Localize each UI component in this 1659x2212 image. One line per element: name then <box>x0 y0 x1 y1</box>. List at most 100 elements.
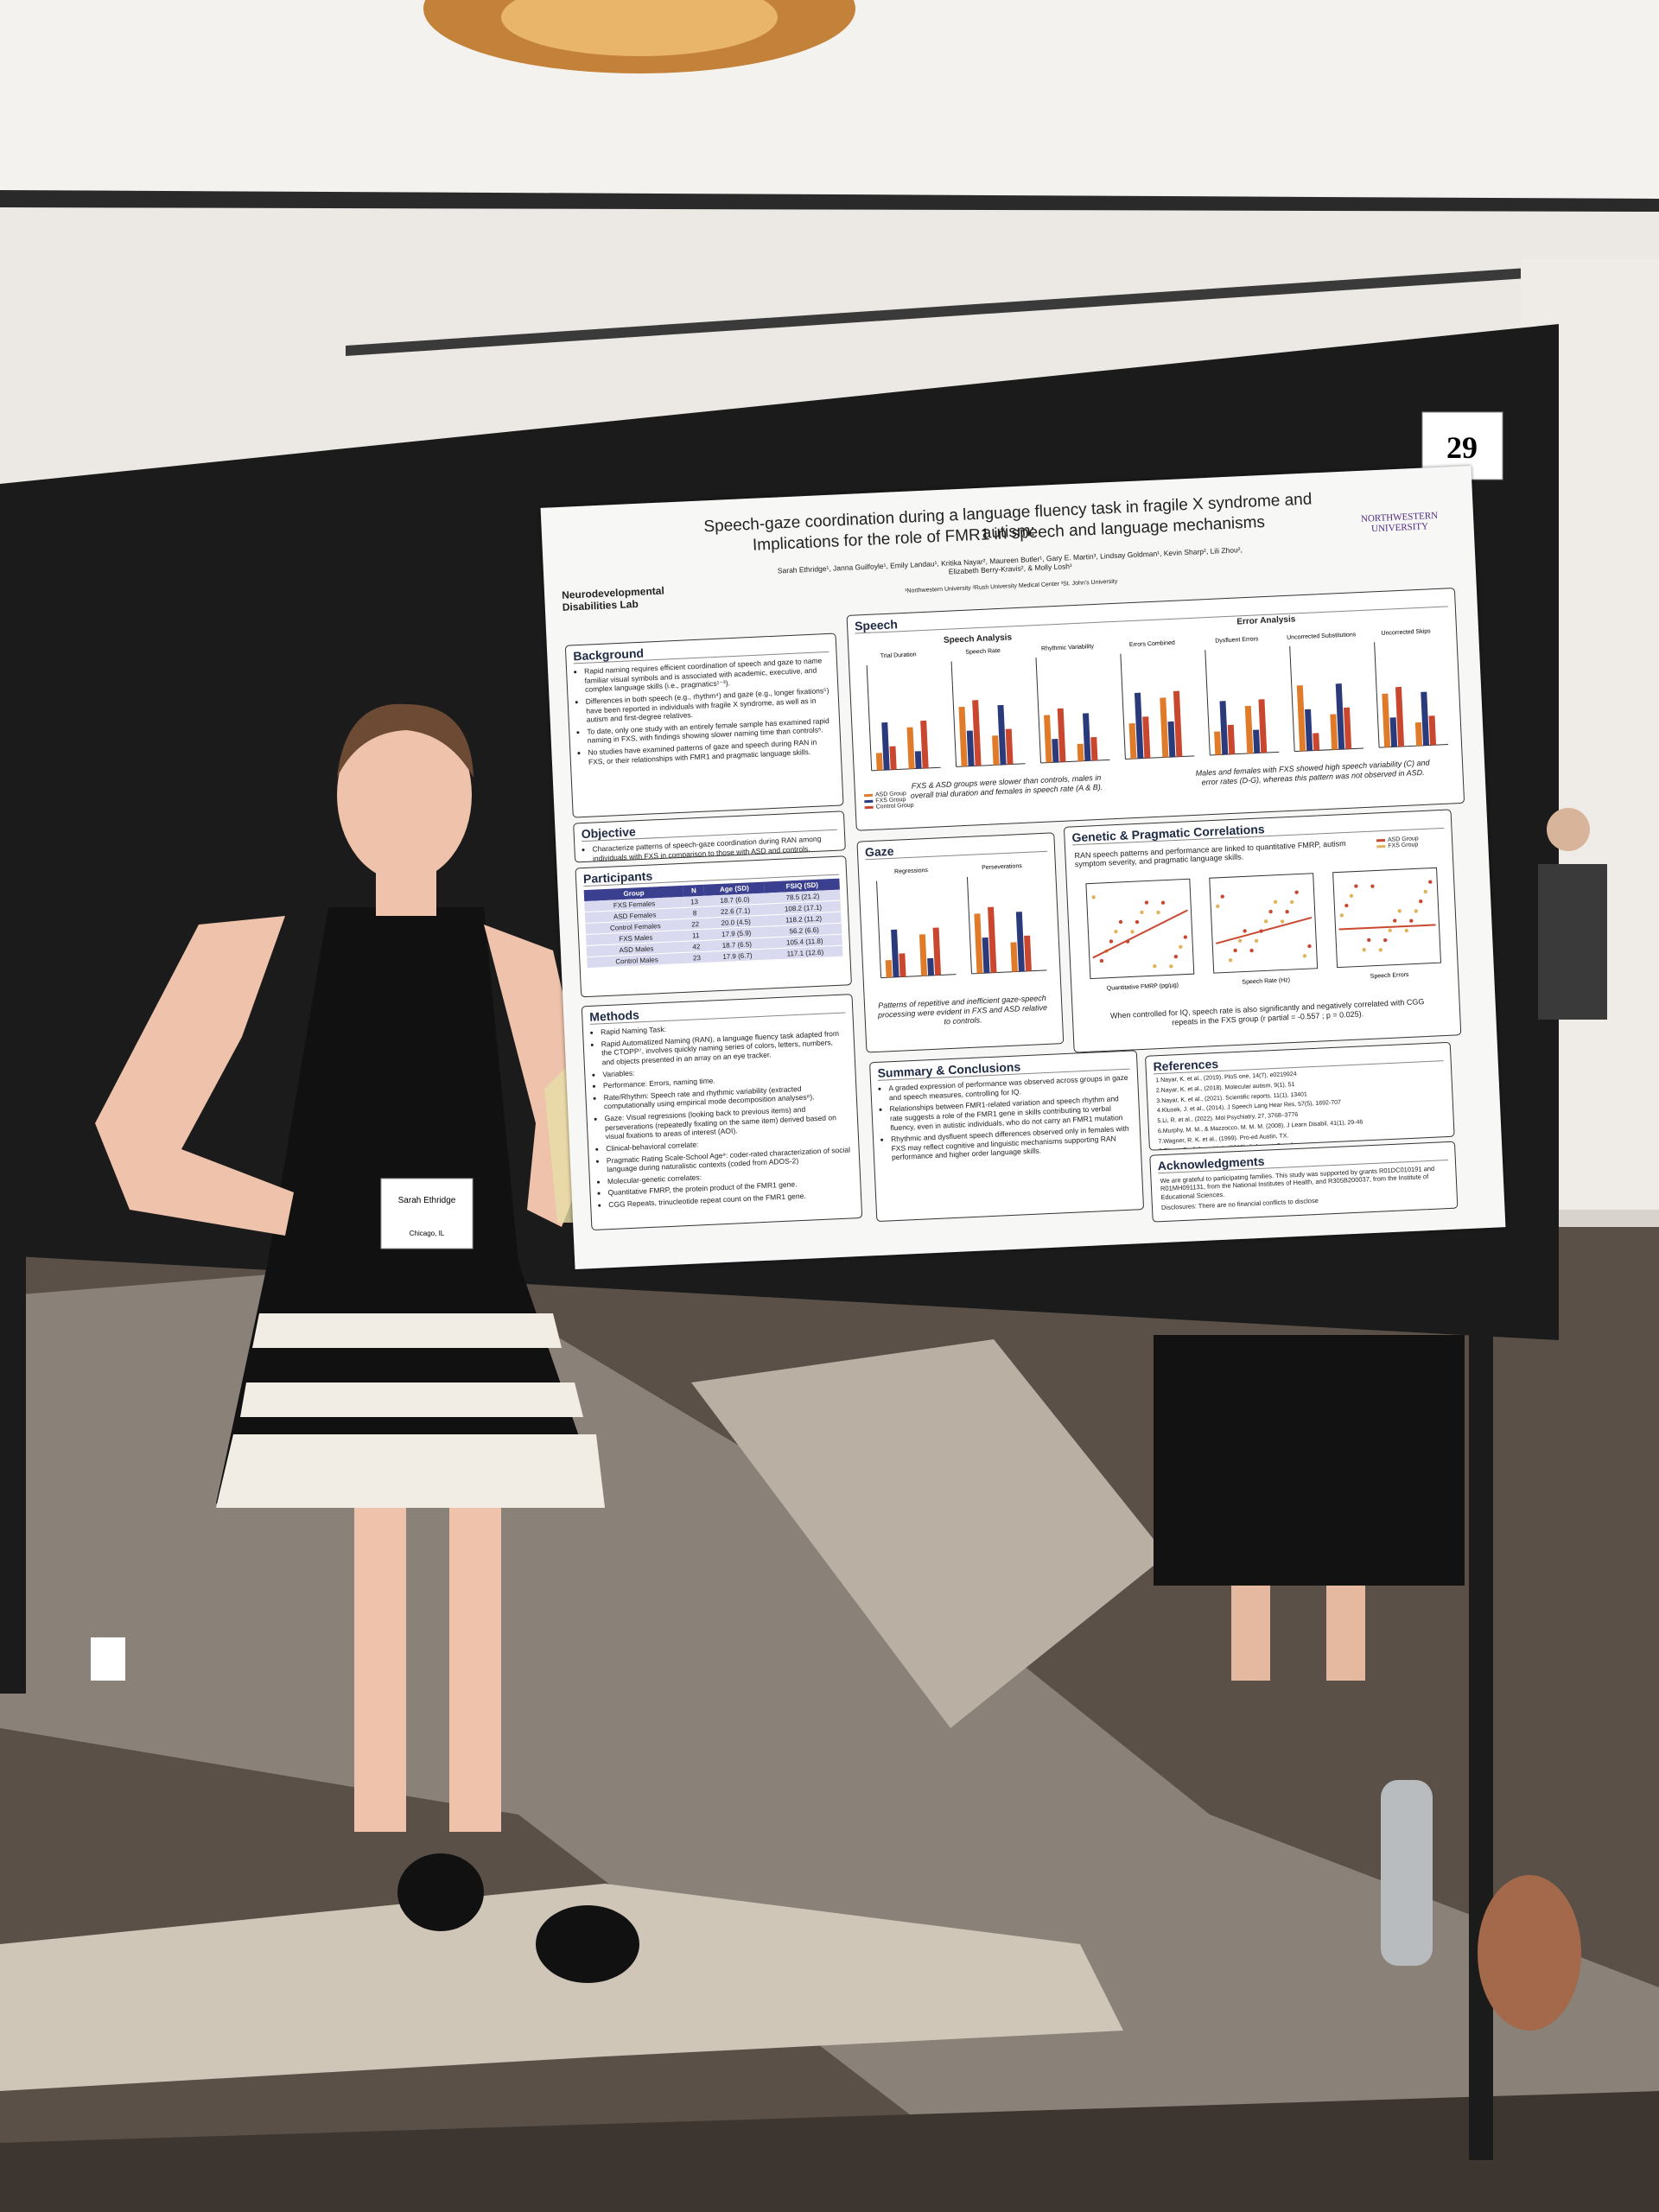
panel-axis <box>1374 642 1380 748</box>
panel-bar <box>906 727 915 769</box>
panel-point <box>1339 913 1344 918</box>
panel-frame <box>1209 873 1319 974</box>
caption: When controlled for IQ, speech rate is a… <box>1109 997 1425 1027</box>
panel-point <box>1354 884 1358 888</box>
panel-point <box>1404 928 1408 933</box>
person-leg <box>1231 1586 1270 1681</box>
panel-bar <box>918 934 928 976</box>
panel-point <box>1091 895 1096 899</box>
shoe <box>397 1853 484 1931</box>
lanyard <box>361 915 416 1176</box>
participants-table: Group N Age (SD) FSIQ (SD) FXS Females 13 18.7… <box>583 878 843 969</box>
panel-bar <box>1244 705 1254 754</box>
panel-point <box>1173 954 1179 959</box>
panel-point <box>1383 938 1388 943</box>
panel-axis <box>1125 755 1195 760</box>
x-axis-label: Quantitative FMRP (pg/µg) <box>1107 982 1179 992</box>
legend-swatch <box>864 799 874 804</box>
panel-bar <box>1160 697 1169 758</box>
panel-bar <box>1219 701 1229 755</box>
panel-bar <box>1173 690 1183 757</box>
panel-bar <box>992 735 1000 766</box>
panel-axis <box>1040 759 1110 764</box>
panel-bar <box>1227 724 1236 755</box>
legend-label: FXS Group <box>1388 842 1419 849</box>
panel-bar <box>1214 731 1222 755</box>
panel-point <box>1216 904 1220 909</box>
table-cell: 42 <box>685 940 708 953</box>
shoe <box>536 1905 639 1983</box>
panel-title: Dysfluent Errors <box>1215 636 1259 644</box>
panel-point <box>1273 899 1278 904</box>
panel-bar <box>927 957 935 976</box>
carpet-pattern <box>0 1884 1123 2091</box>
panel-axis <box>1035 658 1042 763</box>
panel-bar <box>899 953 906 977</box>
panel-point <box>1130 930 1135 934</box>
panel-axis <box>1210 751 1280 756</box>
panel-bar <box>881 721 890 771</box>
legend-swatch <box>1376 838 1386 842</box>
legend-swatch <box>863 793 874 798</box>
panel-trend <box>1092 909 1188 959</box>
panel-point <box>1183 935 1188 939</box>
hair <box>337 703 474 778</box>
legend-item: FXS Group <box>1376 842 1419 849</box>
legend-swatch <box>864 805 874 810</box>
panel-point <box>1156 910 1160 915</box>
panel-point <box>1419 899 1423 904</box>
carpet-dark <box>0 2091 1659 2212</box>
panel-bar <box>1090 736 1098 761</box>
panel-bar <box>1005 728 1014 765</box>
poster: Neurodevelopmental Disabilities Lab NORT… <box>540 466 1506 1269</box>
panel-point <box>1243 929 1247 933</box>
panel-bar <box>1343 707 1352 749</box>
background-person-head <box>1547 808 1590 851</box>
panel-bar <box>1057 708 1066 762</box>
panel-bar <box>1167 721 1176 758</box>
speech-box: Speech Speech Analysis Error Analysis Tr… <box>846 587 1465 831</box>
panel-point <box>1397 909 1402 913</box>
references-box: References 1.Nayar, K. et al., (2019). P… <box>1145 1041 1455 1151</box>
panel-point <box>1237 938 1243 943</box>
ceiling-edge <box>0 190 1659 212</box>
panel-bar <box>972 700 982 766</box>
panel-point <box>1344 903 1349 908</box>
panel-point <box>1294 890 1299 894</box>
panel-bar <box>1428 715 1437 746</box>
x-axis-label: Speech Rate (Hz) <box>1242 977 1290 986</box>
badge-name: Sarah Ethridge <box>398 1196 456 1205</box>
table-cell: 22 <box>684 918 706 931</box>
panel-bar <box>1395 686 1405 747</box>
figure: Regressions Perseverations <box>876 863 1047 979</box>
panel-bar <box>914 751 922 769</box>
panel-point <box>1268 909 1273 914</box>
university: NORTHWESTERN UNIVERSITY <box>1360 510 1439 535</box>
panel-bar <box>1128 722 1137 760</box>
panel-point <box>1378 948 1382 952</box>
legend-item: Control Group <box>864 802 914 811</box>
bottle <box>1381 1780 1433 1966</box>
person-leg <box>1326 1586 1365 1681</box>
panel-bar <box>966 730 975 766</box>
board-post <box>0 1210 26 1694</box>
panel-axis <box>871 766 941 772</box>
legend: ASD Group FXS Group Control Group <box>863 791 914 811</box>
panel-point <box>1220 894 1224 899</box>
bullet-list: Rapid Naming Task:Rapid Automatized Nami… <box>590 1016 854 1210</box>
panel-bar <box>1414 721 1423 747</box>
panel-bar <box>1258 699 1268 753</box>
panel-point <box>1109 939 1114 944</box>
arm <box>95 916 294 1236</box>
legend-label: Control Group <box>875 802 914 810</box>
panel-axis <box>880 974 957 979</box>
panel-bar <box>1305 709 1313 751</box>
bullet-list: A graded expression of performance was o… <box>878 1073 1134 1163</box>
panel-title: Speech Rate <box>965 648 1001 656</box>
caption: Patterns of repetitive and inefficient g… <box>877 993 1048 1026</box>
objective-box: Objective Characterize patterns of speec… <box>573 810 846 863</box>
panel-axis <box>866 664 873 771</box>
panel-bar <box>875 753 883 771</box>
panel-axis <box>1120 653 1126 760</box>
panel-bar <box>1421 691 1430 746</box>
